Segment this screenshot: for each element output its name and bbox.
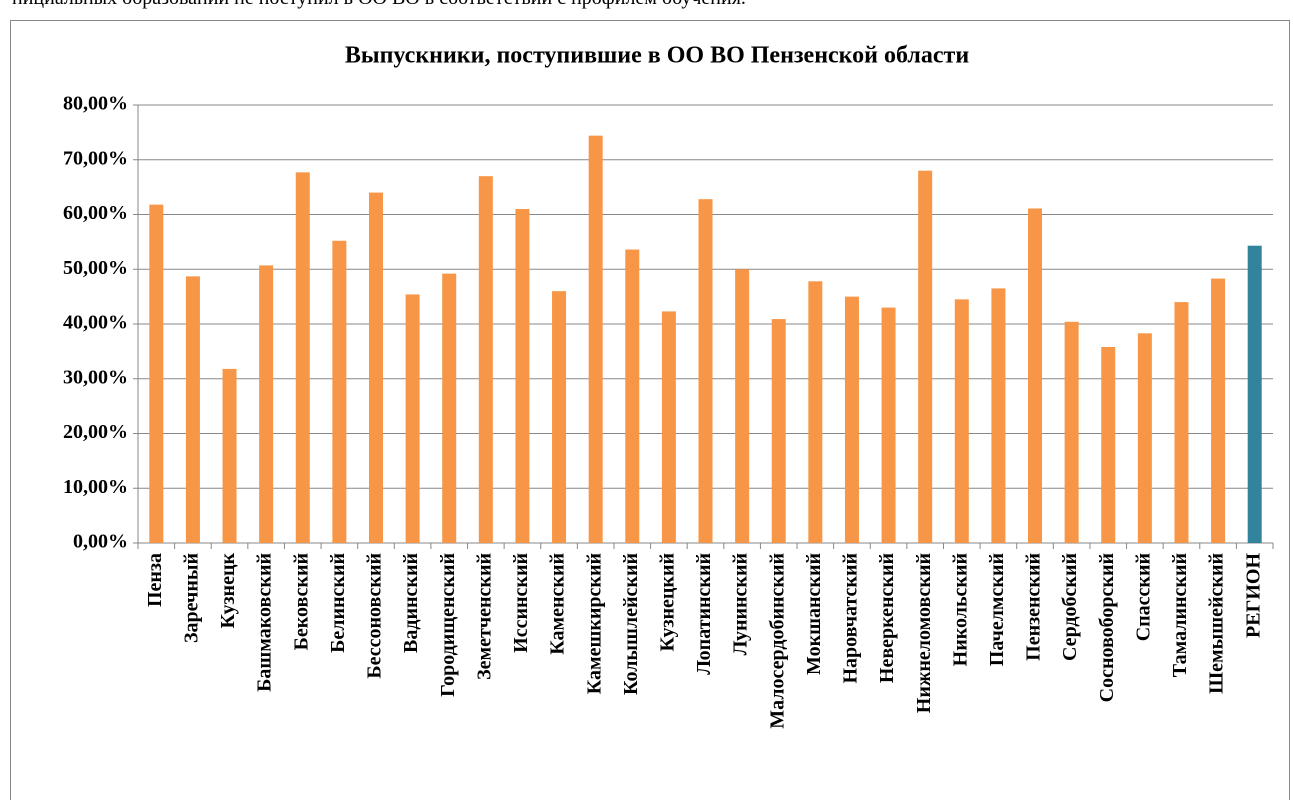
x-tick-label: Каменский <box>547 553 569 655</box>
bar <box>1101 346 1116 543</box>
y-tick-label: 10,00% <box>63 476 128 498</box>
bar <box>954 299 969 543</box>
y-tick-label: 40,00% <box>63 312 128 334</box>
y-tick-label: 30,00% <box>63 366 128 388</box>
chart-title: Выпускники, поступившие в ОО ВО Пензенск… <box>345 43 969 69</box>
x-tick-label: Шемышейский <box>1206 553 1228 694</box>
bar <box>442 273 457 543</box>
bar <box>918 170 933 543</box>
bar <box>735 269 750 543</box>
x-tick-label: Неверкенский <box>876 553 898 683</box>
y-tick-label: 70,00% <box>63 147 128 169</box>
x-tick-label: Лунинский <box>730 553 752 655</box>
bar <box>259 265 274 543</box>
bar <box>185 276 200 543</box>
bar <box>222 368 237 543</box>
x-tick-label: Нижнеломовский <box>913 553 935 713</box>
bar <box>1211 278 1226 543</box>
x-tick-label: Пенза <box>144 553 166 607</box>
x-tick-label: Камешкирский <box>583 553 605 694</box>
x-tick-label: Наровчатский <box>840 553 862 684</box>
bar <box>1028 208 1043 544</box>
y-tick-label: 60,00% <box>63 202 128 224</box>
x-tick-label: Тамалинский <box>1169 553 1191 677</box>
x-tick-label: Пачелмский <box>986 553 1008 666</box>
y-tick-label: 50,00% <box>63 257 128 279</box>
header-text: нициальных образований не поступил в ОО … <box>12 0 746 9</box>
bar <box>661 311 676 543</box>
bar <box>771 319 786 543</box>
x-tick-label: Земетченский <box>473 553 495 680</box>
bar <box>1064 321 1079 543</box>
x-tick-label: Городищенский <box>437 553 459 697</box>
bar <box>991 288 1006 543</box>
bar <box>515 209 530 543</box>
bar <box>149 204 164 543</box>
x-tick-label: Иссинский <box>510 553 532 653</box>
bar <box>698 199 713 544</box>
x-tick-label: Колышлейский <box>620 553 642 695</box>
x-tick-label: Малосердобинский <box>766 553 788 729</box>
bar <box>808 281 823 543</box>
x-tick-label: Кузнецк <box>217 553 239 629</box>
bar <box>1137 333 1152 543</box>
x-tick-label: Спасский <box>1132 553 1154 641</box>
x-tick-label: Бековский <box>290 553 312 650</box>
x-tick-label: Лопатинский <box>693 553 715 675</box>
y-tick-label: 20,00% <box>63 421 128 443</box>
x-tick-label: Сосновоборский <box>1096 553 1118 702</box>
bar <box>588 135 603 543</box>
bar <box>844 296 859 543</box>
x-tick-label: Пензенский <box>1023 553 1045 661</box>
bar <box>295 172 310 543</box>
bar <box>1247 245 1262 543</box>
x-tick-label: Сердобский <box>1059 553 1081 661</box>
x-tick-label: РЕГИОН <box>1242 553 1264 638</box>
x-tick-label: Башмаковский <box>254 553 276 692</box>
bar <box>478 176 493 544</box>
y-tick-label: 80,00% <box>63 93 128 115</box>
x-tick-label: Кузнецкий <box>656 553 678 652</box>
bar <box>1174 302 1189 543</box>
y-tick-label: 0,00% <box>73 531 128 553</box>
bar <box>625 249 640 544</box>
bar <box>405 294 420 543</box>
x-tick-label: Вадинский <box>400 553 422 653</box>
x-tick-label: Никольский <box>949 553 971 666</box>
bar <box>332 240 347 543</box>
x-tick-label: Заречный <box>181 553 203 643</box>
bar <box>552 291 567 543</box>
x-tick-label: Мокшанский <box>803 553 825 675</box>
bar <box>368 192 383 543</box>
x-tick-label: Бессоновский <box>364 553 386 679</box>
bar <box>881 307 896 543</box>
x-tick-label: Белинский <box>327 553 349 653</box>
